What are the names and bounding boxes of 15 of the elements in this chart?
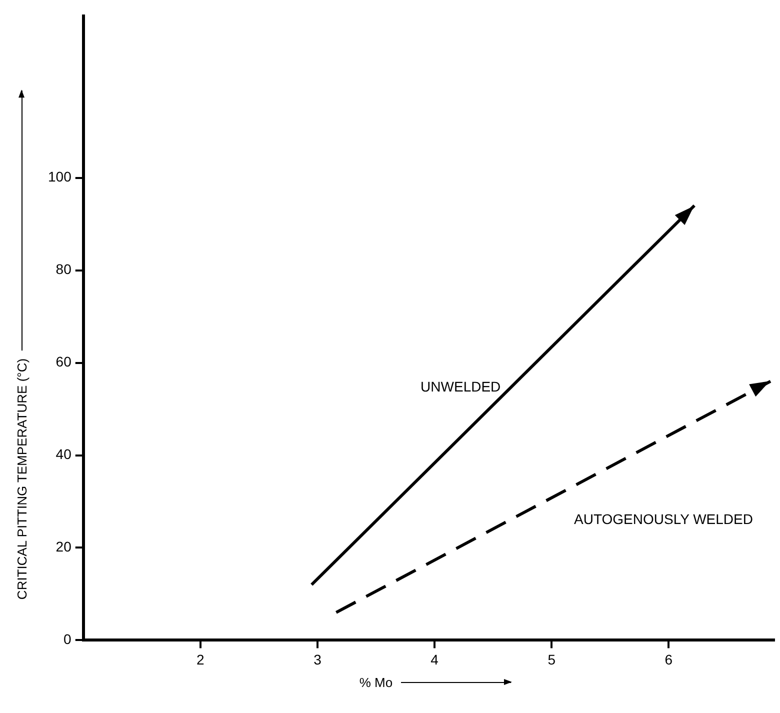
y-tick-label: 40 <box>56 446 72 462</box>
x-tick-label: 4 <box>430 651 439 668</box>
series-label: UNWELDED <box>420 378 501 394</box>
y-tick-label: 60 <box>56 354 72 370</box>
y-tick-label: 100 <box>48 168 72 185</box>
y-axis-title: CRITICAL PITTING TEMPERATURE (°C) <box>14 358 30 600</box>
series-label: AUTOGENOUSLY WELDED <box>574 511 753 528</box>
y-tick-label: 0 <box>64 631 72 648</box>
y-tick-label: 80 <box>56 261 72 278</box>
y-tick-label: 20 <box>56 538 72 555</box>
x-tick-label: 6 <box>664 651 673 668</box>
x-tick-label: 3 <box>314 651 322 668</box>
x-tick-label: 2 <box>196 651 205 668</box>
x-axis-title: % Mo <box>359 675 393 690</box>
x-tick-label: 5 <box>548 651 556 668</box>
